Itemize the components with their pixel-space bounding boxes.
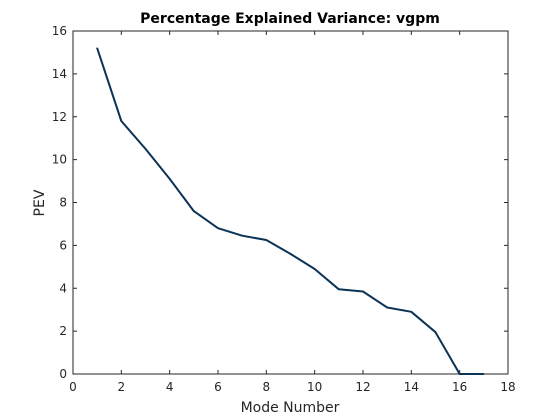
x-tick-label: 0 xyxy=(69,380,77,394)
pev-data-point xyxy=(168,178,171,180)
y-tick-label: 0 xyxy=(59,367,67,381)
pev-data-point xyxy=(386,306,388,309)
x-axis-label: Mode Number xyxy=(241,400,340,416)
pev-data-point xyxy=(217,227,219,230)
x-tick-label: 2 xyxy=(118,380,126,394)
y-tick-label: 16 xyxy=(52,24,67,38)
pev-data-point xyxy=(120,120,123,122)
pev-data-point xyxy=(338,288,340,291)
pev-data-point xyxy=(410,311,413,313)
y-axis-ticks: 0 2 4 6 8 10 12 14 16 xyxy=(52,24,508,381)
series-group xyxy=(96,47,485,375)
y-tick-label: 14 xyxy=(52,67,67,81)
pev-data-point xyxy=(193,210,195,212)
x-tick-label: 12 xyxy=(355,380,370,394)
pev-data-point xyxy=(458,373,461,375)
y-tick-label: 4 xyxy=(59,281,67,295)
y-tick-label: 12 xyxy=(52,110,67,124)
y-tick-label: 2 xyxy=(59,324,67,338)
pev-data-point xyxy=(362,290,364,293)
pev-data-point xyxy=(265,239,268,241)
pev-data-point xyxy=(241,234,243,237)
y-tick-label: 10 xyxy=(52,153,67,167)
chart-title: Percentage Explained Variance: vgpm xyxy=(140,11,440,27)
x-axis-ticks: 0 2 4 6 8 10 12 14 16 18 xyxy=(69,31,516,394)
x-tick-label: 6 xyxy=(214,380,222,394)
pev-data-point xyxy=(96,47,98,49)
x-tick-label: 8 xyxy=(263,380,271,394)
x-tick-label: 16 xyxy=(452,380,467,394)
x-tick-label: 10 xyxy=(307,380,322,394)
y-tick-label: 8 xyxy=(59,196,67,210)
pev-data-point xyxy=(313,268,316,270)
pev-data-point xyxy=(483,373,485,375)
x-tick-label: 14 xyxy=(404,380,419,394)
y-axis-label: PEV xyxy=(32,189,48,216)
y-tick-label: 6 xyxy=(59,238,67,252)
pev-data-point xyxy=(144,148,147,150)
pev-data-point xyxy=(434,331,437,333)
pev-data-point xyxy=(289,253,292,255)
x-tick-label: 18 xyxy=(500,380,515,394)
x-tick-label: 4 xyxy=(166,380,174,394)
